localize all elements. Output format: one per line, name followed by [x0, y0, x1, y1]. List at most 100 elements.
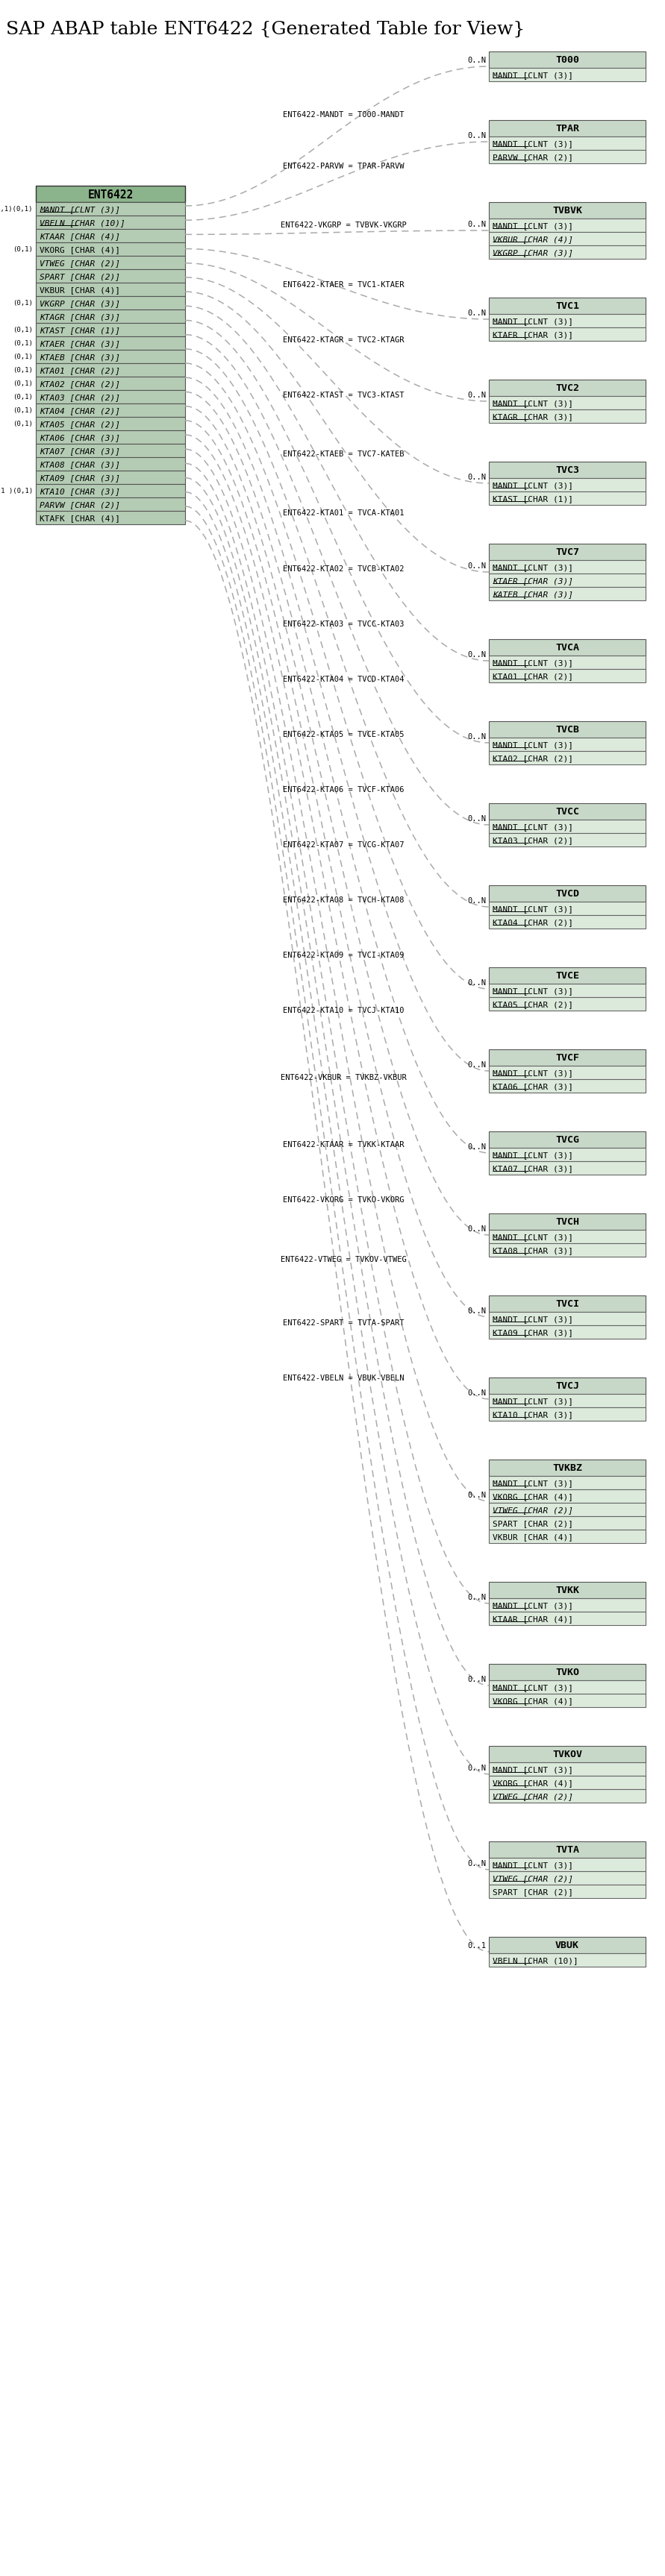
Text: KTA05 [CHAR (2)]: KTA05 [CHAR (2)]: [39, 420, 120, 428]
FancyBboxPatch shape: [489, 1296, 646, 1311]
FancyBboxPatch shape: [489, 1886, 646, 1899]
Text: 0..N: 0..N: [467, 1492, 486, 1499]
FancyBboxPatch shape: [489, 721, 646, 739]
FancyBboxPatch shape: [36, 363, 185, 376]
FancyBboxPatch shape: [489, 299, 646, 314]
FancyBboxPatch shape: [489, 562, 646, 574]
Text: 0..N: 0..N: [467, 1388, 486, 1396]
FancyBboxPatch shape: [489, 984, 646, 997]
FancyBboxPatch shape: [36, 430, 185, 446]
Text: 0..N: 0..N: [467, 1144, 486, 1151]
Text: (0,1): (0,1): [13, 420, 33, 428]
Text: ENT6422-KTA01 = TVCA-KTA01: ENT6422-KTA01 = TVCA-KTA01: [283, 510, 404, 518]
FancyBboxPatch shape: [489, 1664, 646, 1680]
Text: VKORG [CHAR (4)]: VKORG [CHAR (4)]: [493, 1698, 573, 1705]
Text: VBELN [CHAR (10)]: VBELN [CHAR (10)]: [493, 1955, 579, 1963]
Text: SPART [CHAR (2)]: SPART [CHAR (2)]: [493, 1888, 573, 1896]
Text: VKORG [CHAR (4)]: VKORG [CHAR (4)]: [493, 1780, 573, 1785]
Text: ENT6422-KTA06 = TVCF-KTA06: ENT6422-KTA06 = TVCF-KTA06: [283, 786, 404, 793]
Text: 0..N: 0..N: [467, 131, 486, 139]
FancyBboxPatch shape: [489, 1079, 646, 1092]
Text: MANDT [CLNT (3)]: MANDT [CLNT (3)]: [493, 987, 573, 994]
Text: VKBUR [CHAR (4)]: VKBUR [CHAR (4)]: [493, 234, 573, 242]
Text: VKORG [CHAR (4)]: VKORG [CHAR (4)]: [39, 247, 120, 252]
Text: KTAER [CHAR (3)]: KTAER [CHAR (3)]: [493, 577, 573, 585]
FancyBboxPatch shape: [489, 397, 646, 410]
Text: KATEB [CHAR (3)]: KATEB [CHAR (3)]: [493, 590, 573, 598]
FancyBboxPatch shape: [489, 670, 646, 683]
Text: MANDT [CLNT (3)]: MANDT [CLNT (3)]: [493, 1860, 573, 1868]
FancyBboxPatch shape: [489, 819, 646, 835]
FancyBboxPatch shape: [36, 283, 185, 296]
Text: MANDT [CLNT (3)]: MANDT [CLNT (3)]: [493, 904, 573, 912]
Text: MANDT [CLNT (3)]: MANDT [CLNT (3)]: [493, 222, 573, 229]
Text: MANDT [CLNT (3)]: MANDT [CLNT (3)]: [493, 659, 573, 667]
Text: ENT6422-KTAST = TVC3-KTAST: ENT6422-KTAST = TVC3-KTAST: [283, 392, 404, 399]
FancyBboxPatch shape: [489, 1311, 646, 1327]
Text: ENT6422-KTAEB = TVC7-KATEB: ENT6422-KTAEB = TVC7-KATEB: [283, 451, 404, 459]
Text: ENT6422-VKBUR = TVKBZ-VKBUR: ENT6422-VKBUR = TVKBZ-VKBUR: [281, 1074, 407, 1082]
Text: MANDT [CLNT (3)]: MANDT [CLNT (3)]: [493, 1602, 573, 1610]
Text: 0..N: 0..N: [467, 57, 486, 64]
Text: (0,1 )(0,1): (0,1 )(0,1): [0, 487, 33, 495]
FancyBboxPatch shape: [36, 229, 185, 242]
FancyBboxPatch shape: [489, 149, 646, 165]
Text: SPART [CHAR (2)]: SPART [CHAR (2)]: [493, 1520, 573, 1528]
Text: KTA04 [CHAR (2)]: KTA04 [CHAR (2)]: [493, 920, 573, 925]
FancyBboxPatch shape: [36, 513, 185, 526]
Text: KTAST [CHAR (1)]: KTAST [CHAR (1)]: [39, 327, 120, 335]
Text: MANDT [CLNT (3)]: MANDT [CLNT (3)]: [493, 1479, 573, 1486]
FancyBboxPatch shape: [36, 296, 185, 309]
Text: KTAFK [CHAR (4)]: KTAFK [CHAR (4)]: [39, 515, 120, 523]
Text: 0..N: 0..N: [467, 1674, 486, 1682]
Text: VBELN [CHAR (10)]: VBELN [CHAR (10)]: [39, 219, 125, 227]
Text: ENT6422-KTA09 = TVCI-KTA09: ENT6422-KTA09 = TVCI-KTA09: [283, 951, 404, 958]
Text: TVCC: TVCC: [555, 806, 579, 817]
Text: MANDT [CLNT (3)]: MANDT [CLNT (3)]: [493, 72, 573, 80]
Text: VBUK: VBUK: [555, 1940, 579, 1950]
Text: ENT6422-KTA05 = TVCE-KTA05: ENT6422-KTA05 = TVCE-KTA05: [283, 732, 404, 737]
Text: ENT6422-KTA03 = TVCC-KTA03: ENT6422-KTA03 = TVCC-KTA03: [283, 621, 404, 629]
Text: (0,1): (0,1): [13, 368, 33, 374]
FancyBboxPatch shape: [489, 1842, 646, 1857]
FancyBboxPatch shape: [489, 381, 646, 397]
FancyBboxPatch shape: [36, 350, 185, 363]
Text: (0,0,1)(0,1)(0,1): (0,0,1)(0,1)(0,1): [0, 206, 33, 214]
FancyBboxPatch shape: [36, 216, 185, 229]
Text: VKGRP [CHAR (3)]: VKGRP [CHAR (3)]: [39, 299, 120, 307]
Text: 0..N: 0..N: [467, 309, 486, 317]
Text: TVKBZ: TVKBZ: [553, 1463, 582, 1473]
Text: TVCD: TVCD: [555, 889, 579, 899]
Text: TVCE: TVCE: [555, 971, 579, 981]
FancyBboxPatch shape: [36, 242, 185, 258]
Text: KTA10 [CHAR (3)]: KTA10 [CHAR (3)]: [493, 1412, 573, 1419]
Text: MANDT [CLNT (3)]: MANDT [CLNT (3)]: [493, 1234, 573, 1242]
Text: 0..N: 0..N: [467, 814, 486, 822]
Text: 0..N: 0..N: [467, 1860, 486, 1868]
FancyBboxPatch shape: [489, 232, 646, 247]
Text: ENT6422-VBELN = VBUK-VBELN: ENT6422-VBELN = VBUK-VBELN: [283, 1373, 404, 1381]
Text: KTA03 [CHAR (2)]: KTA03 [CHAR (2)]: [39, 394, 120, 402]
FancyBboxPatch shape: [489, 752, 646, 765]
FancyBboxPatch shape: [36, 270, 185, 283]
FancyBboxPatch shape: [489, 70, 646, 82]
Text: PARVW [CHAR (2)]: PARVW [CHAR (2)]: [493, 155, 573, 162]
FancyBboxPatch shape: [36, 392, 185, 404]
Text: TPAR: TPAR: [555, 124, 579, 134]
FancyBboxPatch shape: [489, 1476, 646, 1489]
Text: 0..N: 0..N: [467, 474, 486, 482]
FancyBboxPatch shape: [36, 376, 185, 392]
FancyBboxPatch shape: [489, 1530, 646, 1543]
Text: TVKO: TVKO: [555, 1667, 579, 1677]
Text: KTA09 [CHAR (3)]: KTA09 [CHAR (3)]: [493, 1329, 573, 1337]
Text: KTA01 [CHAR (2)]: KTA01 [CHAR (2)]: [493, 672, 573, 680]
Text: KTA09 [CHAR (3)]: KTA09 [CHAR (3)]: [39, 474, 120, 482]
Text: KTA01 [CHAR (2)]: KTA01 [CHAR (2)]: [39, 366, 120, 374]
FancyBboxPatch shape: [489, 1406, 646, 1422]
Text: ENT6422-SPART = TVTA-SPART: ENT6422-SPART = TVTA-SPART: [283, 1319, 404, 1327]
FancyBboxPatch shape: [36, 337, 185, 350]
Text: 0..N: 0..N: [467, 222, 486, 229]
FancyBboxPatch shape: [489, 1051, 646, 1066]
FancyBboxPatch shape: [489, 1870, 646, 1886]
FancyBboxPatch shape: [36, 459, 185, 471]
